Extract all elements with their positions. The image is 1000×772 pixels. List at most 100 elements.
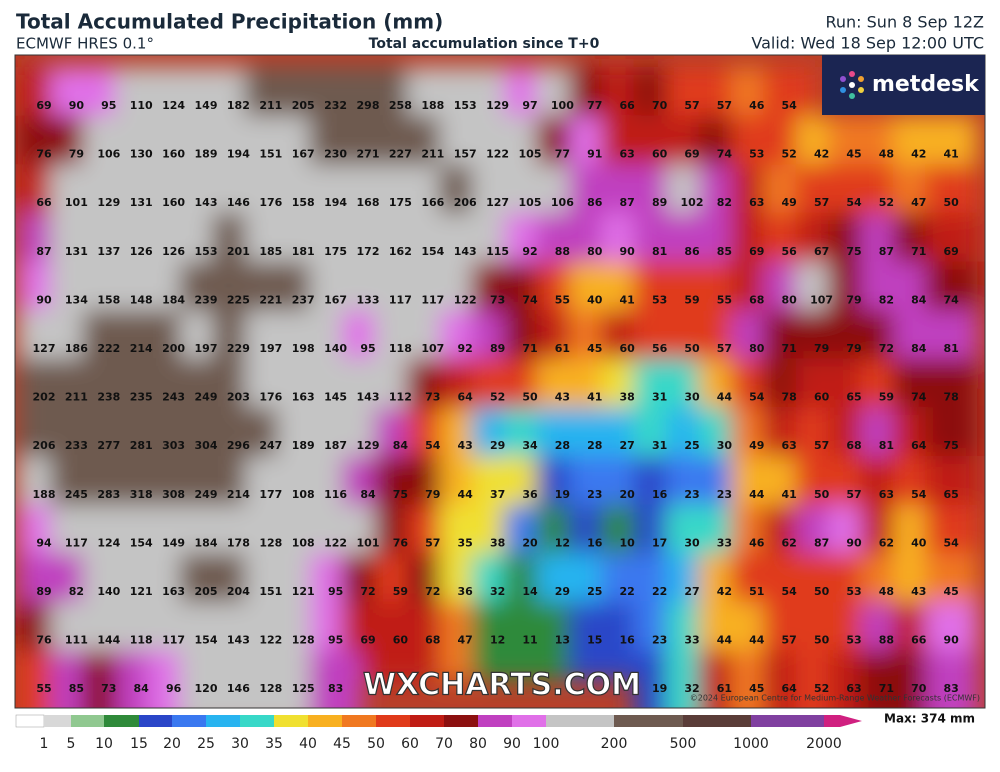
grid-value: 214: [227, 488, 250, 501]
colorbar-arrow: [840, 715, 862, 727]
grid-value: 71: [879, 682, 894, 695]
grid-value: 118: [130, 634, 153, 647]
grid-value: 80: [749, 342, 765, 355]
grid-value: 49: [782, 196, 797, 209]
grid-value: 57: [814, 196, 829, 209]
grid-value: 124: [97, 536, 120, 549]
grid-value: 54: [425, 439, 441, 452]
grid-value: 22: [620, 585, 635, 598]
grid-value: 73: [490, 293, 505, 306]
grid-value: 187: [324, 439, 347, 452]
grid-value: 120: [195, 682, 218, 695]
colorbar-segment: [376, 715, 410, 727]
grid-value: 175: [324, 245, 347, 258]
grid-value: 148: [130, 293, 153, 306]
grid-value: 71: [782, 342, 797, 355]
grid-value: 117: [389, 293, 412, 306]
grid-value: 105: [519, 148, 542, 161]
grid-value: 46: [749, 99, 765, 112]
grid-value: 158: [292, 196, 315, 209]
grid-value: 97: [522, 99, 537, 112]
grid-value: 50: [684, 342, 700, 355]
grid-value: 126: [162, 245, 185, 258]
grid-value: 80: [782, 293, 798, 306]
grid-value: 318: [130, 488, 153, 501]
grid-value: 80: [587, 245, 603, 258]
grid-value: 14: [522, 585, 538, 598]
grid-value: 94: [36, 536, 52, 549]
grid-value: 40: [911, 536, 927, 549]
grid-value: 184: [195, 536, 218, 549]
grid-value: 69: [944, 245, 959, 258]
grid-value: 75: [944, 439, 959, 452]
colorbar-label: 30: [231, 736, 249, 752]
grid-value: 201: [227, 245, 250, 258]
grid-value: 42: [814, 148, 829, 161]
colorbar-segment: [172, 715, 206, 727]
grid-value: 62: [879, 536, 894, 549]
grid-value: 247: [259, 439, 282, 452]
grid-value: 101: [357, 536, 380, 549]
grid-value: 122: [454, 293, 477, 306]
grid-value: 76: [36, 634, 52, 647]
grid-value: 163: [162, 585, 185, 598]
grid-value: 160: [162, 196, 185, 209]
colorbar-label: 10: [95, 736, 113, 752]
grid-value: 90: [69, 99, 85, 112]
grid-value: 84: [911, 342, 927, 355]
grid-value: 154: [130, 536, 153, 549]
grid-value: 60: [652, 148, 668, 161]
grid-value: 64: [782, 682, 798, 695]
grid-value: 105: [519, 196, 542, 209]
grid-value: 79: [846, 342, 861, 355]
colorbar-label: 80: [469, 736, 487, 752]
grid-value: 84: [134, 682, 150, 695]
colorbar-label: 1: [40, 736, 49, 752]
grid-value: 88: [879, 634, 894, 647]
colorbar-segment: [824, 715, 840, 727]
grid-value: 63: [782, 439, 797, 452]
grid-value: 55: [555, 293, 570, 306]
colorbar-segment: [274, 715, 308, 727]
grid-value: 137: [97, 245, 120, 258]
grid-value: 214: [130, 342, 153, 355]
grid-value: 108: [292, 488, 315, 501]
grid-value: 128: [292, 634, 315, 647]
grid-value: 124: [162, 99, 185, 112]
grid-value: 162: [389, 245, 412, 258]
grid-value: 203: [227, 391, 250, 404]
grid-value: 188: [33, 488, 56, 501]
grid-value: 186: [65, 342, 88, 355]
grid-value: 230: [324, 148, 347, 161]
grid-value: 54: [782, 99, 798, 112]
grid-value: 206: [33, 439, 56, 452]
grid-value: 92: [522, 245, 537, 258]
grid-value: 281: [130, 439, 153, 452]
grid-value: 239: [195, 293, 218, 306]
colorbar-segment: [683, 715, 751, 727]
grid-value: 30: [684, 536, 700, 549]
grid-value: 160: [162, 148, 185, 161]
grid-value: 79: [814, 342, 829, 355]
grid-value: 131: [130, 196, 153, 209]
grid-value: 41: [944, 148, 959, 161]
copyright: ©2024 European Centre for Medium-Range W…: [690, 694, 980, 703]
grid-value: 89: [652, 196, 667, 209]
grid-value: 15: [587, 634, 602, 647]
grid-value: 75: [846, 245, 861, 258]
grid-value: 100: [551, 99, 574, 112]
grid-value: 38: [620, 391, 635, 404]
grid-value: 118: [389, 342, 412, 355]
grid-value: 211: [421, 148, 444, 161]
grid-value: 23: [587, 488, 602, 501]
grid-value: 16: [652, 488, 668, 501]
grid-value: 52: [814, 682, 829, 695]
grid-value: 22: [652, 585, 667, 598]
grid-value: 20: [620, 488, 636, 501]
grid-value: 249: [195, 391, 218, 404]
grid-value: 95: [101, 99, 116, 112]
grid-value: 28: [587, 439, 602, 452]
colorbar-label: 70: [435, 736, 453, 752]
grid-value: 43: [911, 585, 926, 598]
grid-value: 211: [65, 391, 88, 404]
